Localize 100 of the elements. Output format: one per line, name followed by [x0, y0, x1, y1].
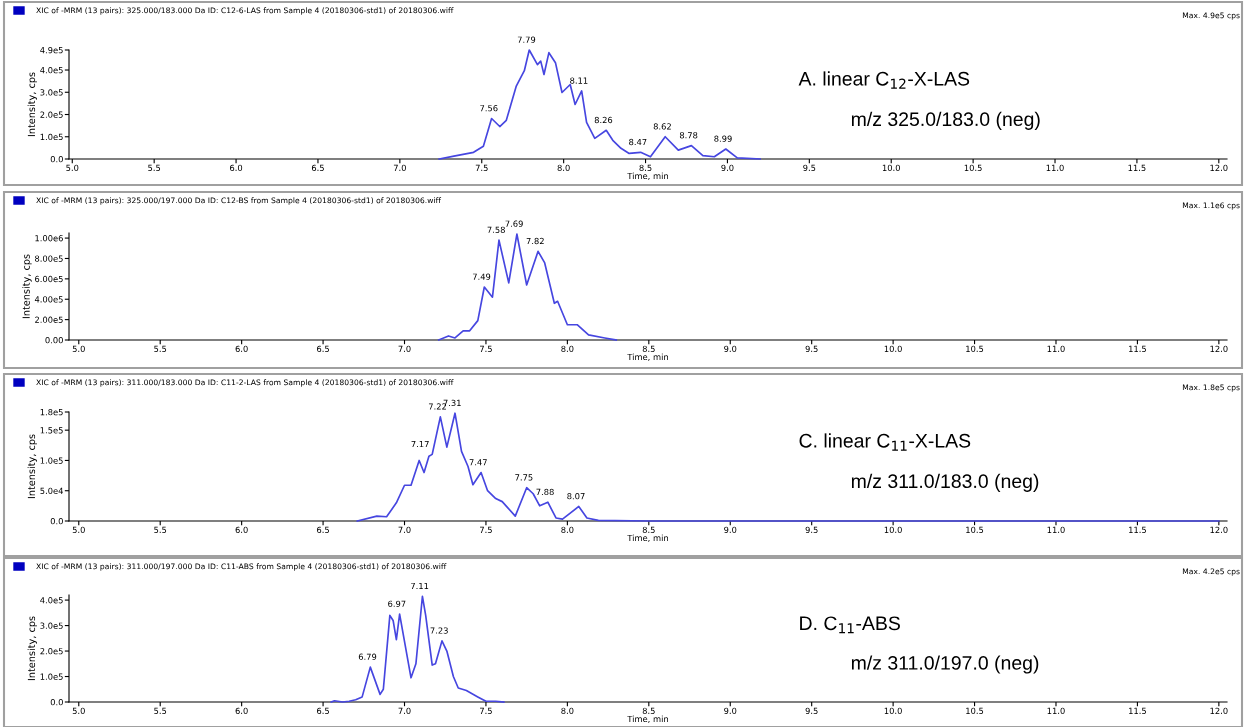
x-tick-label: 7.0	[398, 526, 411, 534]
line-series	[330, 595, 505, 703]
x-tick-label: 12.0	[1210, 164, 1228, 172]
x-tick-label: 8.5	[642, 345, 655, 353]
annotation: 6.97	[388, 600, 406, 607]
x-tick-label: 9.5	[805, 345, 818, 353]
y-axis-title: Intensity, cps	[22, 254, 32, 319]
y-tick-label: 1.8e5	[40, 408, 63, 416]
annotation: 8.07	[567, 492, 585, 500]
x-tick-label: 10.5	[966, 526, 984, 534]
y-axis-title: Intensity, cps	[27, 72, 37, 137]
line-series	[356, 412, 1220, 522]
annotation: 7.88	[536, 488, 554, 496]
x-tick-label: 9.0	[724, 345, 737, 353]
x-tick-label: 11.0	[1047, 526, 1065, 534]
annotation: 7.75	[515, 474, 533, 481]
annotation: m/z 311.0/197.0 (neg)	[851, 655, 1039, 674]
x-tick-label: 7.5	[480, 345, 492, 353]
x-axis-title: Time, min	[627, 715, 668, 723]
x-tick-label: 8.0	[561, 345, 574, 353]
x-tick-label: 6.5	[311, 164, 324, 172]
annotation: 8.99	[714, 135, 732, 142]
annotation: 7.47	[469, 459, 487, 466]
y-axis-title: Intensity, cps	[27, 616, 37, 681]
x-tick-label: 8.0	[557, 164, 570, 172]
annotation: A. linear C$_{12}$-X-LAS	[798, 71, 970, 89]
x-tick-label: 7.0	[398, 345, 411, 353]
annotation: 8.47	[629, 138, 647, 146]
x-tick-label: 8.0	[561, 707, 574, 715]
x-tick-label: 5.0	[72, 707, 85, 715]
line-series	[437, 233, 618, 341]
y-tick-label: 3.0e5	[40, 89, 63, 96]
y-tick-label: 8.00e5	[35, 255, 63, 262]
x-tick-label: 5.5	[154, 345, 167, 353]
x-tick-label: 9.0	[724, 526, 737, 534]
y-tick-label: 2.0e5	[40, 111, 63, 118]
x-tick-label: 11.0	[1046, 164, 1064, 172]
annotation: 7.11	[411, 582, 429, 589]
annotation: C. linear C$_{11}$-X-LAS	[799, 433, 971, 451]
annotation: 7.82	[526, 237, 544, 245]
x-tick-label: 5.5	[148, 164, 161, 172]
y-tick-label: 0.0	[50, 698, 63, 706]
x-tick-label: 10.0	[882, 164, 900, 172]
y-tick-label: 1.00e6	[35, 235, 63, 242]
x-tick-label: 12.0	[1210, 345, 1228, 353]
x-tick-label: 5.5	[154, 526, 167, 534]
annotation: 7.69	[505, 220, 523, 227]
y-tick-label: 6.00e5	[35, 275, 63, 283]
annotation: 8.11	[570, 77, 588, 84]
annotation: 7.17	[411, 441, 429, 448]
annotation: D. C$_{11}$-ABS	[800, 616, 900, 634]
x-tick-label: 5.5	[154, 707, 167, 715]
x-tick-label: 9.5	[803, 164, 816, 172]
y-tick-label: 1.0e5	[40, 673, 63, 680]
x-tick-label: 11.5	[1129, 707, 1146, 715]
y-tick-label: 4.9e5	[40, 46, 63, 54]
x-tick-label: 11.5	[1129, 345, 1146, 353]
x-tick-label: 10.5	[966, 345, 984, 353]
annotation: 8.26	[594, 116, 613, 124]
annotation: 8.62	[653, 123, 671, 130]
x-tick-label: 7.0	[393, 164, 406, 172]
annotation: 6.79	[358, 653, 377, 660]
y-tick-label: 1.0e5	[40, 133, 63, 141]
x-tick-label: 8.5	[642, 707, 655, 715]
x-tick-label: 7.0	[398, 707, 411, 715]
x-axis-title: Time, min	[627, 534, 668, 542]
x-tick-label: 10.5	[966, 707, 984, 715]
annotation: 7.79	[517, 36, 536, 43]
x-tick-label: 7.5	[480, 707, 492, 715]
x-tick-label: 7.5	[475, 164, 488, 172]
x-tick-label: 10.0	[884, 526, 902, 534]
y-tick-label: 4.0e5	[40, 67, 63, 74]
line-series	[438, 49, 762, 160]
x-tick-label: 12.0	[1210, 526, 1228, 534]
y-tick-label: 0.00	[45, 336, 63, 344]
x-axis-title: Time, min	[627, 353, 668, 361]
x-tick-label: 5.0	[72, 345, 85, 353]
y-axis-title: Intensity, cps	[27, 434, 37, 499]
x-tick-label: 6.0	[235, 526, 248, 534]
y-tick-label: 4.00e5	[34, 296, 63, 303]
x-tick-label: 11.0	[1047, 345, 1065, 353]
annotation: 7.56	[480, 105, 498, 112]
x-tick-label: 9.5	[805, 707, 818, 715]
annotation: 7.58	[487, 226, 505, 233]
annotation: 8.78	[679, 132, 698, 139]
x-tick-label: 6.0	[235, 707, 248, 715]
x-tick-label: 6.0	[235, 345, 248, 353]
annotation: m/z 325.0/183.0 (neg)	[851, 111, 1040, 130]
y-tick-label: 0.0	[50, 155, 63, 163]
x-tick-label: 11.0	[1047, 707, 1065, 715]
x-tick-label: 8.5	[639, 164, 652, 172]
y-tick-label: 2.0e5	[40, 648, 63, 655]
y-tick-label: 5.0e4	[40, 487, 63, 495]
x-tick-label: 6.5	[317, 345, 329, 353]
x-tick-label: 8.5	[642, 526, 655, 534]
x-tick-label: 11.5	[1129, 526, 1146, 534]
y-tick-label: 4.0e5	[40, 597, 63, 604]
x-axis-title: Time, min	[627, 172, 668, 180]
annotation: 7.49	[472, 273, 491, 280]
x-tick-label: 9.5	[805, 526, 818, 534]
